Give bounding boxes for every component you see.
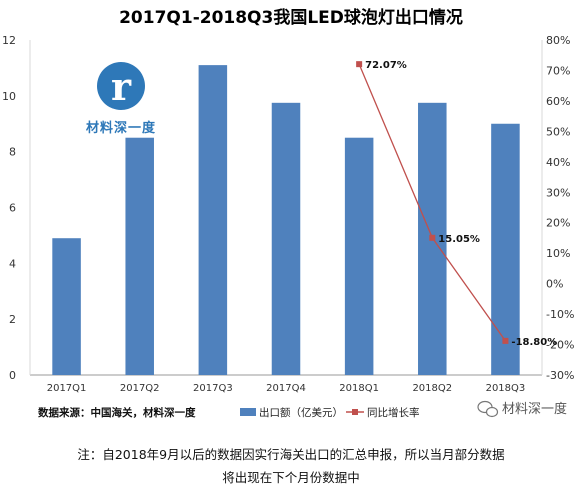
logo-text: 材料深一度 bbox=[86, 120, 156, 136]
left-tick-label: 4 bbox=[9, 257, 16, 270]
right-tick-label: 80% bbox=[546, 34, 570, 47]
right-tick-label: 0% bbox=[546, 278, 563, 291]
logo-circle bbox=[97, 62, 145, 110]
category-label: 2018Q1 bbox=[339, 383, 379, 394]
left-tick-label: 12 bbox=[2, 34, 16, 47]
bar bbox=[271, 102, 301, 375]
bar bbox=[491, 123, 520, 375]
legend: 出口额（亿美元） 同比增长率 bbox=[240, 406, 420, 419]
left-axis-ticks: 0 2 4 6 8 10 12 bbox=[2, 34, 16, 382]
category-label: 2018Q2 bbox=[412, 383, 452, 394]
category-label: 2017Q1 bbox=[47, 383, 87, 394]
right-tick-label: -30% bbox=[546, 369, 574, 382]
growth-data-label: 15.05% bbox=[438, 234, 480, 245]
legend-line-marker bbox=[352, 409, 358, 415]
right-tick-label: 30% bbox=[546, 186, 570, 199]
legend-bar-swatch bbox=[240, 408, 256, 416]
growth-data-label: -18.80% bbox=[511, 337, 557, 348]
category-label: 2018Q3 bbox=[486, 383, 526, 394]
growth-point bbox=[502, 337, 509, 344]
line-series: 72.07% 15.05% -18.80% bbox=[356, 60, 557, 348]
right-tick-label: 40% bbox=[546, 156, 570, 169]
note-line-2: 将出现在下个月份数据中 bbox=[222, 470, 360, 485]
left-tick-label: 0 bbox=[9, 369, 16, 382]
right-axis-ticks: -30% -20% -10% 0% 10% 20% 30% 40% 50% 60% 70% 80% bbox=[546, 34, 574, 382]
left-tick-label: 10 bbox=[2, 90, 16, 103]
bar bbox=[52, 238, 81, 375]
wechat-icon bbox=[477, 400, 499, 418]
legend-bar-label: 出口额（亿美元） bbox=[259, 406, 343, 419]
right-tick-label: 10% bbox=[546, 247, 570, 260]
right-tick-label: -10% bbox=[546, 308, 574, 321]
category-labels: 2017Q1 2017Q2 2017Q3 2017Q4 2018Q1 2018Q2 2018… bbox=[47, 383, 526, 394]
category-label: 2017Q3 bbox=[193, 383, 233, 394]
growth-data-label: 72.07% bbox=[365, 60, 407, 71]
right-tick-label: 60% bbox=[546, 95, 570, 108]
right-tick-label: 50% bbox=[546, 125, 570, 138]
wechat-watermark: 材料深一度 bbox=[477, 400, 567, 418]
growth-point bbox=[429, 234, 436, 241]
left-tick-label: 2 bbox=[9, 313, 16, 326]
source-text: 数据来源：中国海关，材料深一度 bbox=[37, 406, 196, 419]
bar bbox=[344, 137, 374, 375]
growth-point bbox=[356, 61, 363, 68]
bar bbox=[125, 137, 154, 375]
logo-glyph: r bbox=[111, 64, 132, 109]
right-tick-label: -20% bbox=[546, 339, 574, 352]
chart-title: 2017Q1-2018Q3我国LED球泡灯出口情况 bbox=[119, 7, 463, 28]
bar bbox=[198, 65, 228, 375]
legend-line-label: 同比增长率 bbox=[367, 406, 420, 419]
note-line-1: 注：自2018年9月以后的数据因实行海关出口的汇总申报，所以当月部分数据 bbox=[77, 447, 504, 462]
watermark-logo: r 材料深一度 bbox=[86, 62, 156, 136]
wechat-text: 材料深一度 bbox=[502, 401, 567, 417]
bar-series bbox=[52, 65, 520, 375]
left-tick-label: 6 bbox=[9, 202, 16, 215]
right-tick-label: 20% bbox=[546, 217, 570, 230]
category-label: 2017Q2 bbox=[120, 383, 160, 394]
category-label: 2017Q4 bbox=[266, 383, 306, 394]
left-tick-label: 8 bbox=[9, 146, 16, 159]
right-tick-label: 70% bbox=[546, 64, 570, 77]
